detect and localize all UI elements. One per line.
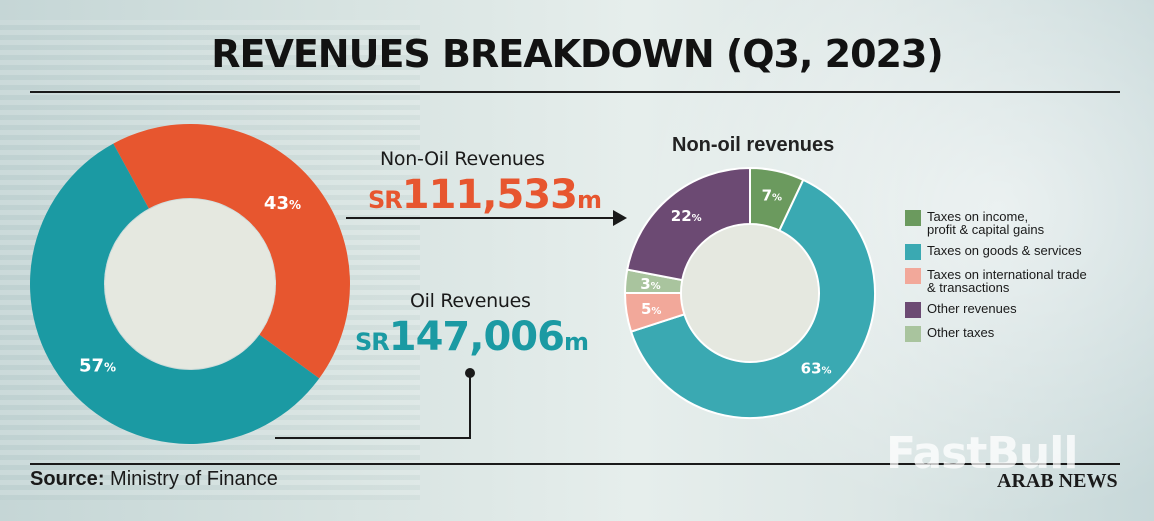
- watermark: FastBull: [886, 428, 1078, 479]
- non-oil-slice: [629, 178, 876, 419]
- source-label: Source: [30, 468, 98, 490]
- non-oil-revenues-label: Non-Oil Revenues: [380, 148, 545, 170]
- footer-divider: [30, 463, 1120, 465]
- main-percent-label: 43%: [264, 193, 301, 214]
- legend-label: Taxes on income, profit & capital gains: [927, 210, 1044, 236]
- page-title: REVENUES BREAKDOWN (Q3, 2023): [211, 32, 944, 76]
- title-divider: [30, 91, 1120, 93]
- legend-item: Taxes on income, profit & capital gains: [905, 210, 1125, 236]
- non-oil-amount-unit: m: [576, 186, 602, 214]
- oil-revenues-amount: SR147,006m: [355, 314, 589, 360]
- legend-item: Taxes on international trade & transactio…: [905, 268, 1125, 294]
- arrow-head-icon: [613, 210, 627, 226]
- non-oil-legend: Taxes on income, profit & capital gains T…: [905, 210, 1125, 350]
- legend-item: Other taxes: [905, 326, 1125, 342]
- non-oil-center: [682, 225, 818, 361]
- legend-label: Taxes on international trade & transactio…: [927, 268, 1087, 294]
- brand-logo: ARAB NEWS: [997, 470, 1118, 492]
- legend-line: Taxes on international trade: [927, 267, 1087, 282]
- oil-currency: SR: [355, 328, 390, 356]
- non-oil-revenues-amount: SR111,533m: [368, 172, 602, 218]
- oil-connector-line: [275, 373, 471, 439]
- legend-line: profit & capital gains: [927, 222, 1045, 237]
- main-slice: [29, 143, 320, 445]
- source-line: Source: Ministry of Finance: [30, 468, 278, 491]
- legend-swatch: [905, 268, 921, 284]
- legend-swatch: [905, 210, 921, 226]
- non-oil-chart-title: Non-oil revenues: [672, 134, 835, 156]
- main-center: [105, 199, 275, 369]
- legend-label: Taxes on goods & services: [927, 243, 1082, 258]
- oil-revenues-label: Oil Revenues: [410, 290, 531, 312]
- legend-swatch: [905, 326, 921, 342]
- source-text: Ministry of Finance: [104, 468, 278, 490]
- legend-swatch: [905, 244, 921, 260]
- legend-item: Other revenues: [905, 302, 1125, 318]
- legend-swatch: [905, 302, 921, 318]
- oil-amount-value: 147,006: [388, 314, 565, 360]
- non-oil-amount-value: 111,533: [401, 172, 578, 218]
- non-oil-currency: SR: [368, 186, 403, 214]
- non-oil-slice: [626, 166, 751, 282]
- legend-line: Taxes on income,: [927, 209, 1029, 224]
- legend-label: Other revenues: [927, 301, 1017, 316]
- main-percent-label: 57%: [79, 355, 116, 376]
- oil-amount-unit: m: [563, 328, 589, 356]
- legend-item: Taxes on goods & services: [905, 244, 1125, 260]
- main-slice: [113, 124, 350, 379]
- source-separator: :: [97, 468, 105, 490]
- legend-line: & transactions: [927, 280, 1010, 295]
- legend-label: Other taxes: [927, 325, 995, 340]
